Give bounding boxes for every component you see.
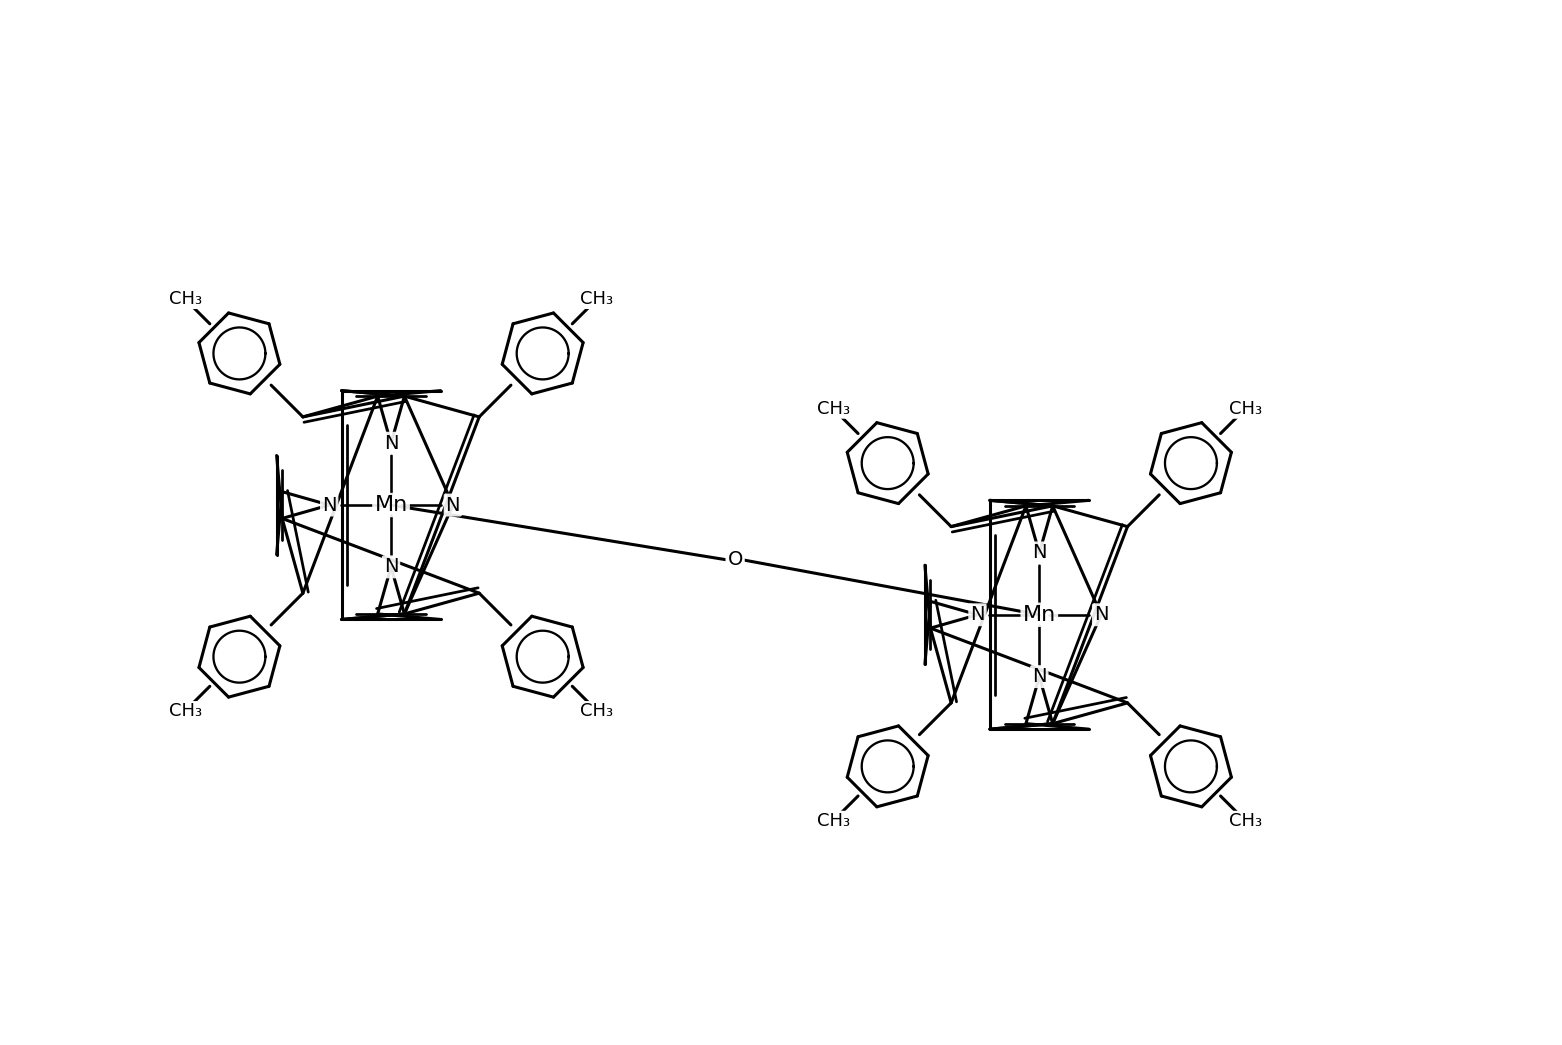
Text: CH₃: CH₃ — [169, 291, 201, 308]
Text: N: N — [1093, 605, 1109, 624]
Text: Mn: Mn — [1023, 605, 1056, 625]
Text: CH₃: CH₃ — [581, 291, 614, 308]
Text: N: N — [445, 495, 461, 514]
Text: N: N — [384, 434, 398, 452]
Text: N: N — [1032, 543, 1047, 562]
Text: N: N — [384, 557, 398, 577]
Text: CH₃: CH₃ — [817, 400, 850, 418]
Text: Mn: Mn — [375, 495, 408, 515]
Text: N: N — [1032, 667, 1047, 687]
Text: O: O — [728, 551, 744, 570]
Text: N: N — [970, 605, 984, 624]
Text: CH₃: CH₃ — [581, 702, 614, 720]
Text: CH₃: CH₃ — [1229, 812, 1262, 830]
Text: CH₃: CH₃ — [169, 702, 201, 720]
Text: N: N — [322, 495, 336, 514]
Text: CH₃: CH₃ — [1229, 400, 1262, 418]
Text: CH₃: CH₃ — [817, 812, 850, 830]
